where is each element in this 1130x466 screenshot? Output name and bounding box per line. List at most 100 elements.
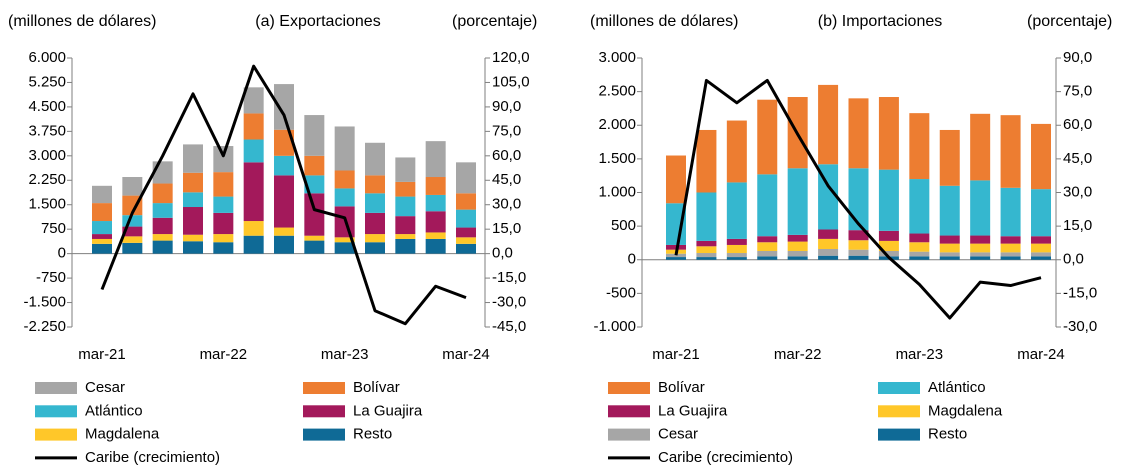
bar-segment [365, 175, 385, 194]
bar-segment [939, 252, 960, 257]
bar-segment [726, 238, 747, 245]
y-tick-label: 0 [628, 251, 636, 268]
bar-segment [456, 162, 476, 194]
bar-segment [818, 238, 839, 249]
bar-segment [909, 256, 930, 260]
y-tick-label: 1.500 [598, 150, 636, 167]
bar-segment [183, 207, 203, 235]
bar-segment [970, 113, 991, 181]
bar-segment [1000, 236, 1021, 244]
bar-segment [425, 211, 446, 233]
y2-tick-label: 45,0 [1063, 150, 1092, 167]
y2-axis-label: (porcentaje) [452, 13, 537, 30]
bar-segment [152, 203, 173, 218]
y-tick-label: -2.250 [23, 318, 66, 335]
y2-tick-label: 45,0 [492, 171, 521, 188]
bar-segment [848, 249, 869, 256]
bar-segment [696, 240, 717, 247]
bar-segment [395, 181, 416, 197]
bar-segment [666, 155, 686, 204]
bar-segment [365, 212, 385, 235]
legend-label: La Guajira [658, 402, 728, 419]
legend-swatch [35, 382, 77, 394]
y-tick-label: 0 [58, 245, 66, 262]
bar-segment [213, 212, 234, 235]
legend-swatch [878, 405, 920, 418]
legend-swatch [878, 428, 920, 441]
legend-swatch [303, 428, 345, 441]
bar-segment [757, 99, 778, 175]
legend-swatch [608, 428, 650, 441]
bar-segment [92, 238, 112, 244]
legend-label: Magdalena [928, 402, 1003, 419]
bar-segment [878, 97, 899, 170]
bar-segment [1031, 123, 1051, 190]
bar-segment [1000, 243, 1021, 253]
legend-swatch [35, 405, 77, 418]
bar-segment [334, 242, 355, 254]
bar-segment [1031, 252, 1051, 257]
bar-segment [878, 240, 899, 252]
bar-segment [213, 172, 234, 197]
bar-segment [726, 120, 747, 183]
x-tick-label: mar-21 [78, 346, 126, 363]
bar-segment [666, 253, 686, 258]
bar-segment [243, 235, 264, 254]
bar-segment [334, 188, 355, 207]
bar-segment [152, 234, 173, 241]
bar-segment [818, 229, 839, 239]
bar-segment [152, 240, 173, 254]
legend-label: Caribe (crecimiento) [85, 449, 220, 466]
bar-segment [122, 215, 143, 227]
bar-segment [122, 226, 143, 237]
legend-label: Bolívar [353, 379, 400, 396]
bar-segment [122, 177, 143, 196]
legend-swatch [878, 382, 920, 394]
y2-axis-label: (porcentaje) [1027, 13, 1112, 30]
legend-label: Resto [353, 426, 392, 443]
bar-segment [183, 234, 203, 242]
bar-segment [334, 126, 355, 171]
y-axis-label: (millones de dólares) [590, 13, 739, 30]
bar-segment [787, 234, 808, 242]
legend-label: Atlántico [85, 402, 143, 419]
y2-tick-label: 105,0 [492, 73, 530, 90]
bar-segment [334, 170, 355, 189]
bar-segment [92, 185, 112, 204]
bar-segment [939, 256, 960, 260]
y-tick-label: -1.500 [23, 294, 66, 311]
legend-label: Atlántico [928, 379, 986, 396]
bar-segment [848, 98, 869, 169]
y2-tick-label: 60,0 [1063, 116, 1092, 133]
bar-segment [726, 244, 747, 254]
bar-segment [183, 241, 203, 254]
bar-segment [970, 256, 991, 260]
bar-segment [909, 179, 930, 234]
bar-segment [939, 185, 960, 236]
bar-segment [213, 196, 234, 213]
bar-segment [92, 243, 112, 254]
bar-segment [425, 141, 446, 178]
line-series [674, 78, 1042, 320]
x-tick-label: mar-24 [1017, 346, 1065, 363]
bar-segment [304, 235, 325, 241]
bar-segment [757, 174, 778, 237]
bar-segment [304, 240, 325, 254]
bar-segment [334, 237, 355, 243]
bar-segment [666, 257, 686, 260]
bar-segment [183, 172, 203, 193]
bar-segment [818, 84, 839, 165]
bar-segment [395, 234, 416, 239]
y-tick-label: 1.000 [598, 183, 636, 200]
legend-label: Resto [928, 426, 967, 443]
y-tick-label: 5.250 [28, 73, 66, 90]
bar-segment [92, 234, 112, 239]
bar-segment [243, 162, 264, 222]
bar-segment [696, 129, 717, 193]
bar-segment [456, 193, 476, 210]
bar-segment [456, 227, 476, 238]
bar-segment [183, 144, 203, 173]
legend-swatch [303, 382, 345, 394]
legend-swatch [608, 405, 650, 418]
bar-segment [757, 256, 778, 260]
